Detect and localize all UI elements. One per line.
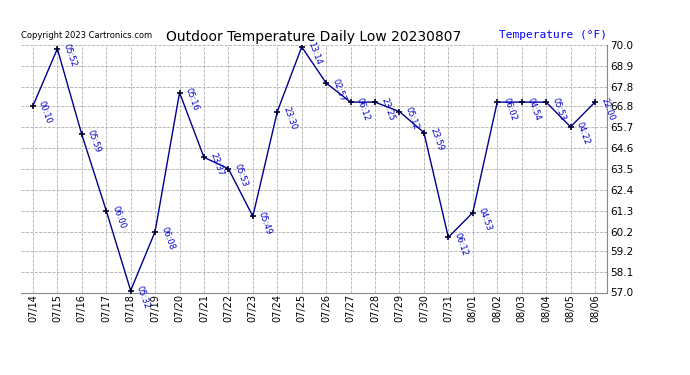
Text: 05:53: 05:53 bbox=[550, 96, 567, 122]
Text: Temperature (°F): Temperature (°F) bbox=[499, 30, 607, 40]
Text: 05:12: 05:12 bbox=[404, 106, 420, 131]
Text: 13:14: 13:14 bbox=[306, 41, 322, 66]
Text: 06:02: 06:02 bbox=[502, 96, 518, 122]
Text: 22:00: 22:00 bbox=[599, 96, 615, 122]
Text: 05:16: 05:16 bbox=[184, 87, 200, 112]
Text: 23:59: 23:59 bbox=[428, 127, 445, 152]
Text: 05:53: 05:53 bbox=[233, 163, 249, 188]
Text: 04:54: 04:54 bbox=[526, 96, 542, 122]
Text: 06:12: 06:12 bbox=[453, 231, 469, 257]
Text: 04:22: 04:22 bbox=[575, 121, 591, 146]
Text: 23:37: 23:37 bbox=[208, 152, 225, 177]
Text: 02:57: 02:57 bbox=[331, 77, 347, 103]
Text: 06:12: 06:12 bbox=[355, 96, 371, 122]
Text: 00:10: 00:10 bbox=[37, 100, 54, 126]
Text: 06:00: 06:00 bbox=[110, 205, 127, 230]
Text: 04:53: 04:53 bbox=[477, 207, 493, 232]
Text: Copyright 2023 Cartronics.com: Copyright 2023 Cartronics.com bbox=[21, 31, 152, 40]
Text: 05:52: 05:52 bbox=[61, 43, 78, 68]
Text: 23:25: 23:25 bbox=[380, 96, 396, 122]
Text: 23:30: 23:30 bbox=[282, 106, 298, 131]
Text: 05:49: 05:49 bbox=[257, 210, 274, 236]
Text: 05:32: 05:32 bbox=[135, 285, 152, 310]
Text: 05:59: 05:59 bbox=[86, 129, 103, 154]
Title: Outdoor Temperature Daily Low 20230807: Outdoor Temperature Daily Low 20230807 bbox=[166, 30, 462, 44]
Text: 06:08: 06:08 bbox=[159, 226, 176, 251]
